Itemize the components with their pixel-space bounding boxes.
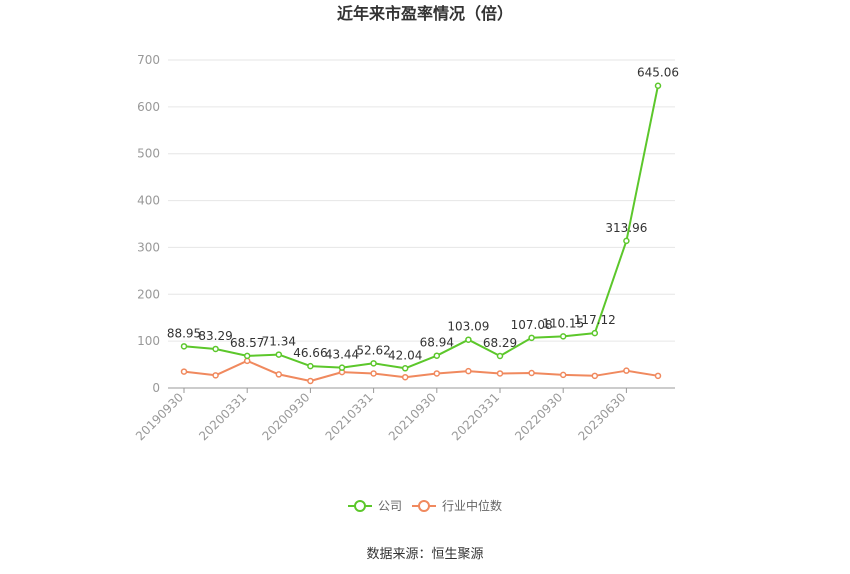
series-layer xyxy=(180,82,662,385)
data-source-note: 数据来源：恒生聚源 xyxy=(366,547,483,562)
data-label: 42.04 xyxy=(388,348,422,362)
legend[interactable]: 公司 行业中位数 xyxy=(348,498,502,513)
data-label: 83.29 xyxy=(198,329,232,343)
data-point-1-9[interactable] xyxy=(465,367,472,375)
data-point-1-4[interactable] xyxy=(307,377,314,385)
x-tick-label: 20200930 xyxy=(259,390,312,443)
x-tick-label: 20190930 xyxy=(133,390,186,443)
y-tick-label: 700 xyxy=(137,53,160,67)
data-label: 103.09 xyxy=(447,320,489,334)
data-point-0-0[interactable] xyxy=(180,343,188,350)
legend-label: 行业中位数 xyxy=(442,498,502,513)
data-point-1-10[interactable] xyxy=(496,370,504,377)
y-tick-label: 200 xyxy=(137,287,160,301)
data-point-0-6[interactable] xyxy=(370,360,377,367)
data-point-0-2[interactable] xyxy=(243,352,251,360)
data-label: 107.08 xyxy=(511,318,553,332)
y-tick-label: 600 xyxy=(137,100,160,114)
legend-item-1[interactable]: 行业中位数 xyxy=(412,498,502,513)
data-point-0-13[interactable] xyxy=(591,329,599,337)
y-tick-label: 100 xyxy=(137,334,160,348)
data-point-1-8[interactable] xyxy=(433,370,441,377)
x-tick-label: 20200331 xyxy=(196,390,249,443)
y-tick-label: 0 xyxy=(152,381,160,395)
data-point-1-11[interactable] xyxy=(528,369,535,377)
y-tick-label: 300 xyxy=(137,240,160,254)
legend-marker-icon xyxy=(354,500,366,512)
data-point-0-8[interactable] xyxy=(433,352,441,359)
legend-label: 公司 xyxy=(378,499,402,513)
chart-title: 近年来市盈率情况（倍） xyxy=(337,4,513,23)
data-point-1-0[interactable] xyxy=(180,368,188,375)
data-point-1-12[interactable] xyxy=(559,371,567,379)
data-labels: 88.9583.2968.5771.3446.6643.4452.6242.04… xyxy=(167,66,679,363)
x-tick-label: 20230630 xyxy=(575,390,628,443)
data-label: 43.44 xyxy=(325,348,359,362)
data-point-1-6[interactable] xyxy=(370,370,377,377)
y-tick-label: 400 xyxy=(137,194,160,208)
y-tick-label: 500 xyxy=(137,147,160,161)
data-point-1-7[interactable] xyxy=(401,373,409,381)
data-label: 71.34 xyxy=(262,335,296,349)
data-label: 313.96 xyxy=(605,221,647,235)
data-point-0-7[interactable] xyxy=(401,365,409,372)
x-tick-label: 20220930 xyxy=(512,390,565,443)
data-point-0-14[interactable] xyxy=(623,237,630,245)
x-axis: 20190930 20200331 20200930 20210331 20210930… xyxy=(133,387,675,443)
data-label: 68.57 xyxy=(230,336,264,350)
data-label: 46.66 xyxy=(293,346,327,360)
data-label: 68.29 xyxy=(483,336,517,350)
x-tick-label: 20220331 xyxy=(449,390,502,443)
data-point-0-11[interactable] xyxy=(528,334,535,342)
data-label: 52.62 xyxy=(356,343,390,357)
grid-lines xyxy=(168,59,675,342)
data-point-1-15[interactable] xyxy=(654,372,662,380)
legend-marker-icon xyxy=(418,500,430,512)
data-point-0-3[interactable] xyxy=(275,351,283,358)
data-label: 645.06 xyxy=(637,66,679,80)
data-label: 68.94 xyxy=(420,336,454,350)
data-point-0-4[interactable] xyxy=(307,362,314,370)
x-tick-label: 20210930 xyxy=(386,390,439,443)
data-point-0-5[interactable] xyxy=(338,364,346,371)
y-axis: 0 100 200 300 400 500 600 700 xyxy=(137,53,160,395)
data-label: 110.15 xyxy=(542,316,584,330)
data-point-0-10[interactable] xyxy=(496,352,504,360)
data-point-1-3[interactable] xyxy=(275,371,283,378)
data-point-1-1[interactable] xyxy=(212,372,219,379)
data-point-0-1[interactable] xyxy=(212,345,219,353)
data-point-0-9[interactable] xyxy=(465,336,472,343)
data-point-1-13[interactable] xyxy=(591,372,599,380)
legend-item-0[interactable]: 公司 xyxy=(348,499,402,513)
data-label: 117.12 xyxy=(574,313,616,327)
data-label: 88.95 xyxy=(167,326,201,340)
data-point-1-14[interactable] xyxy=(623,367,630,374)
x-tick-label: 20210331 xyxy=(323,390,376,443)
series-line-0 xyxy=(183,85,659,370)
data-point-0-15[interactable] xyxy=(654,82,662,89)
data-point-0-12[interactable] xyxy=(559,333,567,340)
series-line-1 xyxy=(183,359,659,382)
